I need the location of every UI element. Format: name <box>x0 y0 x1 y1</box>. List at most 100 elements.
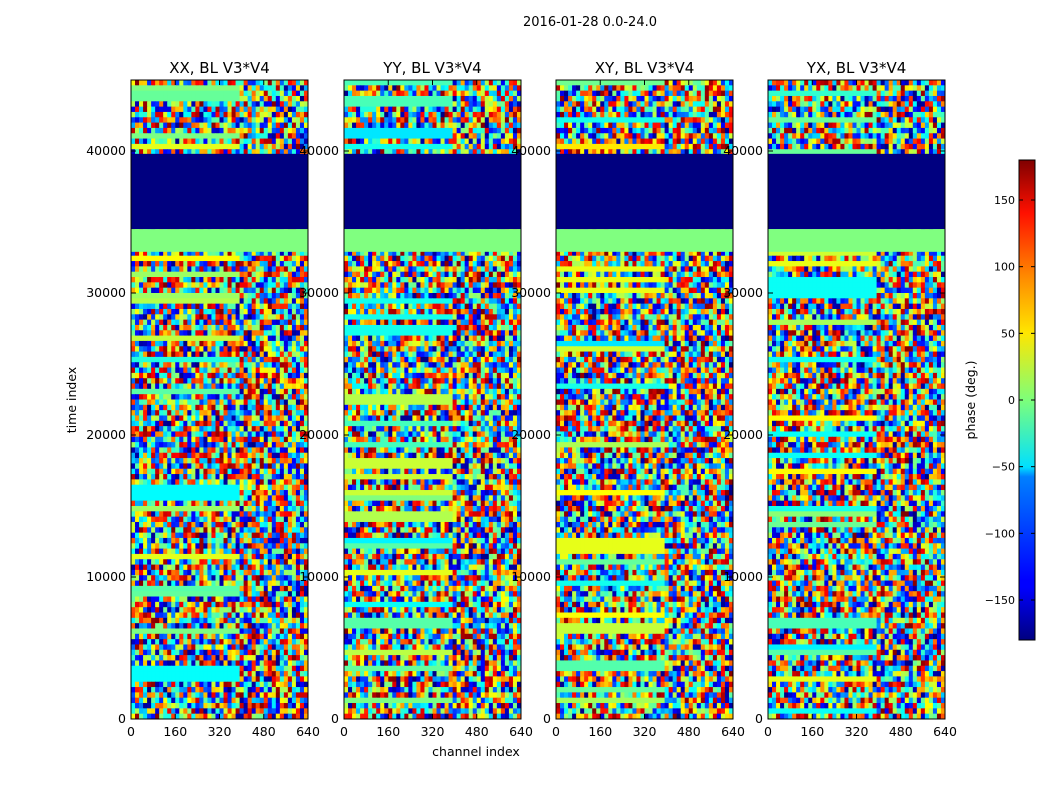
heatmap-cell <box>135 474 140 480</box>
heatmap-cell <box>255 346 261 353</box>
heatmap-cell <box>183 298 188 305</box>
heatmap-cell <box>287 596 293 603</box>
heatmap-cell <box>199 277 205 283</box>
heatmap-cell <box>231 623 237 630</box>
heatmap-cell <box>143 644 148 651</box>
heatmap-cell <box>199 644 205 651</box>
heatmap-cell <box>251 420 257 427</box>
heatmap-cell <box>183 420 188 427</box>
heatmap-cell <box>199 479 205 486</box>
heatmap-cell <box>179 442 184 449</box>
heatmap-cell <box>147 287 152 294</box>
heatmap-cell <box>267 516 273 523</box>
heatmap-cell <box>247 122 253 129</box>
heatmap-cell <box>259 607 265 614</box>
heatmap-cell <box>239 261 245 267</box>
heatmap-cell <box>275 372 281 379</box>
heatmap-cell <box>191 463 196 470</box>
heatmap-cell <box>139 356 144 363</box>
heatmap-cell <box>207 324 213 331</box>
heatmap-cell <box>163 596 168 603</box>
heatmap-cell <box>163 250 168 257</box>
heatmap-cell <box>143 90 148 97</box>
heatmap-cell <box>287 415 293 422</box>
heatmap-cell <box>167 511 172 518</box>
heatmap-cell <box>159 149 164 156</box>
heatmap-cell <box>251 117 257 124</box>
heatmap-cell <box>235 324 241 331</box>
heatmap-cell <box>267 133 273 140</box>
heatmap-cell <box>271 303 277 310</box>
heatmap-cell <box>219 378 225 385</box>
heatmap-cell <box>143 143 148 150</box>
heatmap-cell <box>195 255 200 262</box>
heatmap-cell <box>223 127 229 134</box>
heatmap-cell <box>171 521 176 528</box>
heatmap-cell <box>135 356 140 363</box>
heatmap-cell <box>155 149 160 156</box>
heatmap-cell <box>271 143 277 150</box>
heatmap-cell <box>131 271 136 278</box>
heatmap-cell <box>175 639 180 646</box>
heatmap-cell <box>287 420 293 427</box>
heatmap-cell <box>267 543 273 550</box>
heatmap-cell <box>243 282 249 289</box>
heatmap-cell <box>295 143 301 150</box>
heatmap-cell <box>215 362 221 369</box>
heatmap-cell <box>179 559 184 566</box>
heatmap-cell <box>151 607 156 614</box>
heatmap-cell <box>227 665 233 672</box>
heatmap-cell <box>255 340 261 347</box>
heatmap-cell <box>259 506 265 512</box>
heatmap-cell <box>267 474 273 480</box>
heatmap-cell <box>195 362 200 369</box>
heatmap-cell <box>171 495 176 502</box>
heatmap-cell <box>263 287 269 294</box>
heatmap-cell <box>239 484 245 491</box>
heatmap-cell <box>199 458 205 464</box>
heatmap-cell <box>283 415 289 422</box>
heatmap-cell <box>179 282 184 289</box>
heatmap-cell <box>219 591 225 598</box>
heatmap-cell <box>211 378 217 385</box>
heatmap-cell <box>203 314 209 321</box>
heatmap-cell <box>199 261 205 267</box>
heatmap-cell <box>239 346 245 353</box>
heatmap-cell <box>175 633 180 640</box>
heatmap-cell <box>199 516 205 523</box>
heatmap-cell <box>179 90 184 97</box>
heatmap-cell <box>139 111 144 118</box>
heatmap-cell <box>175 351 180 358</box>
heatmap-cell <box>255 447 261 454</box>
heatmap-cell <box>135 314 140 321</box>
heatmap-cell <box>287 665 293 672</box>
heatmap-cell <box>295 559 301 566</box>
heatmap-cell <box>259 633 265 640</box>
heatmap-cell <box>227 585 233 592</box>
heatmap-cell <box>263 383 269 390</box>
heatmap-cell <box>131 410 136 417</box>
heatmap-cell <box>283 580 289 587</box>
heatmap-cell <box>303 463 308 470</box>
heatmap-cell <box>155 463 160 470</box>
heatmap-cell <box>155 676 160 683</box>
heatmap-cell <box>275 585 281 592</box>
heatmap-cell <box>151 143 156 150</box>
heatmap-cell <box>279 95 285 102</box>
heatmap-cell <box>215 282 221 289</box>
heatmap-cell <box>227 117 233 124</box>
heatmap-cell <box>291 356 297 363</box>
heatmap-cell <box>251 303 257 310</box>
heatmap-cell <box>203 250 209 257</box>
heatmap-cell <box>303 356 308 363</box>
heatmap-cell <box>155 133 160 140</box>
heatmap-cell <box>259 319 265 326</box>
heatmap-cell <box>223 521 229 528</box>
heatmap-cell <box>271 133 277 140</box>
heatmap-cell <box>259 580 265 587</box>
heatmap-cell <box>275 138 281 145</box>
heatmap-cell <box>219 319 225 326</box>
heatmap-cell <box>199 383 205 390</box>
heatmap-cell <box>195 548 200 555</box>
heatmap-cell <box>295 495 301 502</box>
